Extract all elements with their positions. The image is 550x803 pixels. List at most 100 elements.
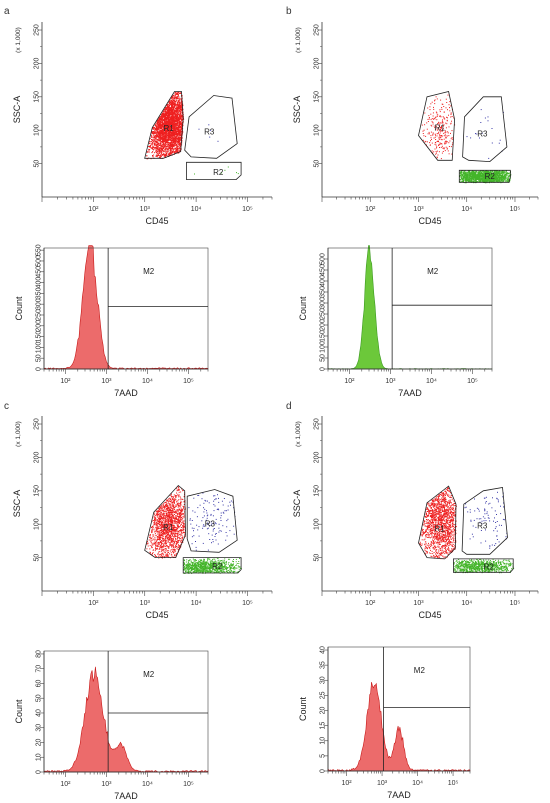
a-dot-event-dot	[161, 140, 163, 142]
a-dot-event-dot	[159, 122, 161, 124]
b-dot-event-dot	[495, 181, 497, 182]
a-dot-event-dot	[170, 107, 172, 109]
b-dot-event-dot	[500, 175, 502, 177]
a-dot-y-tick-label: 50	[34, 160, 41, 168]
a-dot-event-dot	[175, 92, 177, 94]
a-dot-event-dot	[164, 145, 166, 147]
a-dot-event-dot	[173, 104, 175, 106]
a-dot-event-dot	[168, 121, 170, 123]
a-dot-event-dot	[153, 154, 155, 156]
a-dot-event-dot	[156, 144, 158, 146]
a-dot-event-dot	[166, 114, 168, 116]
a-dot-event-dot	[177, 129, 178, 131]
b-dot-y-multiplier-label: (x 1,000)	[295, 27, 302, 53]
a-dot-event-dot	[178, 111, 180, 113]
a-dot-event-dot	[181, 99, 183, 101]
a-dot-event-dot	[176, 136, 178, 138]
b-dot-event-dot	[506, 180, 508, 182]
a-dot-event-dot	[168, 127, 169, 129]
a-dot-event-dot	[170, 144, 172, 146]
a-dot-event-dot	[177, 143, 179, 145]
b-dot-event-dot	[450, 116, 452, 118]
a-dot-event-dot	[171, 114, 173, 116]
a-dot-event-dot	[167, 145, 169, 147]
b-dot-event-dot	[433, 125, 435, 127]
a-dot-event-dot	[176, 145, 178, 147]
a-dot-event-dot	[161, 150, 163, 152]
a-dot-event-dot	[169, 119, 171, 121]
a-dot-event-dot	[169, 136, 171, 137]
a-dot-event-dot	[171, 121, 172, 123]
b-dot-event-dot	[468, 175, 470, 177]
a-dot-event-dot	[160, 129, 162, 131]
a-dot-event-dot	[158, 140, 160, 142]
b-dot-event-dot	[468, 173, 470, 175]
a-dot-event-dot	[171, 127, 172, 129]
b-dot-y-tick-label: 100	[314, 124, 321, 136]
b-dot-event-dot	[500, 174, 502, 176]
a-dot-event-dot	[181, 114, 183, 116]
a-dot-event-dot	[164, 126, 166, 128]
a-dot-event-dot	[156, 136, 158, 138]
b-dot-event-dot	[474, 175, 476, 177]
a-dot-event-dot	[159, 120, 160, 122]
a-dot-event-dot	[171, 102, 172, 104]
b-dot-event-dot	[472, 170, 474, 172]
b-dot-event-dot	[438, 131, 439, 133]
a-dot-event-dot	[179, 129, 180, 131]
a-dot-x-tick-label: 10⁵	[242, 206, 253, 213]
a-dot-event-dot	[175, 130, 177, 132]
a-dot-event-dot	[164, 154, 166, 156]
a-dot-event-dot	[179, 144, 181, 146]
a-dot-event-dot	[152, 128, 154, 130]
b-dot-event-dot	[466, 173, 468, 175]
a-dot-event-dot	[168, 147, 170, 148]
a-dot-event-dot	[178, 108, 180, 110]
b-dot-event-dot	[505, 172, 507, 174]
b-dot-event-dot	[499, 171, 501, 173]
a-dot-event-dot	[171, 112, 173, 114]
a-dot-event-dot	[174, 106, 176, 108]
a-dot-event-dot	[171, 138, 173, 140]
a-dot-event-dot	[164, 146, 166, 148]
a-dot-event-dot	[160, 118, 162, 120]
b-dot-event-dot	[447, 132, 449, 134]
a-dot-event-dot	[177, 122, 179, 124]
a-dot-event-dot	[176, 146, 178, 148]
a-dot-event-dot	[174, 105, 176, 107]
b-dot-event-dot	[430, 103, 432, 105]
b-dot-event-dot	[427, 107, 429, 109]
a-dot-event-dot	[177, 106, 179, 108]
a-dot-event-dot	[168, 144, 170, 146]
a-dot-event-dot	[168, 131, 170, 133]
a-dot-event-dot	[174, 132, 176, 134]
b-dot-event-dot	[460, 171, 462, 173]
a-dot-event-dot	[176, 135, 178, 137]
b-dot-event-dot	[471, 170, 473, 172]
a-dot-event-dot	[173, 149, 174, 151]
b-dot-event-dot	[506, 178, 508, 180]
a-dot-event-dot	[153, 135, 155, 137]
a-dot-event-dot	[157, 120, 159, 122]
a-dot-event-dot	[166, 126, 168, 128]
a-dot-event-dot	[167, 115, 169, 117]
a-dot-event-dot	[169, 146, 171, 148]
a-dot-event-dot	[177, 104, 179, 106]
a-dot-event-dot	[163, 125, 165, 127]
a-dot-event-dot	[158, 126, 160, 128]
a-dot-event-dot	[177, 93, 179, 95]
b-dot-event-dot	[461, 170, 463, 172]
a-dot-event-dot	[177, 146, 179, 148]
b-dot-event-dot	[476, 181, 477, 182]
a-dot-event-dot	[171, 139, 173, 141]
a-dot-event-dot	[172, 145, 174, 147]
b-dot-event-dot	[436, 150, 438, 152]
a-dot-event-dot	[167, 125, 169, 127]
b-dot-event-dot	[476, 174, 478, 176]
a-dot-event-dot	[166, 127, 168, 129]
b-dot-event-dot	[477, 176, 479, 178]
b-dot-event-dot	[445, 146, 447, 148]
a-dot-event-dot	[166, 147, 168, 149]
a-dot-event-dot	[174, 96, 176, 98]
a-dot-event-dot	[156, 146, 158, 148]
